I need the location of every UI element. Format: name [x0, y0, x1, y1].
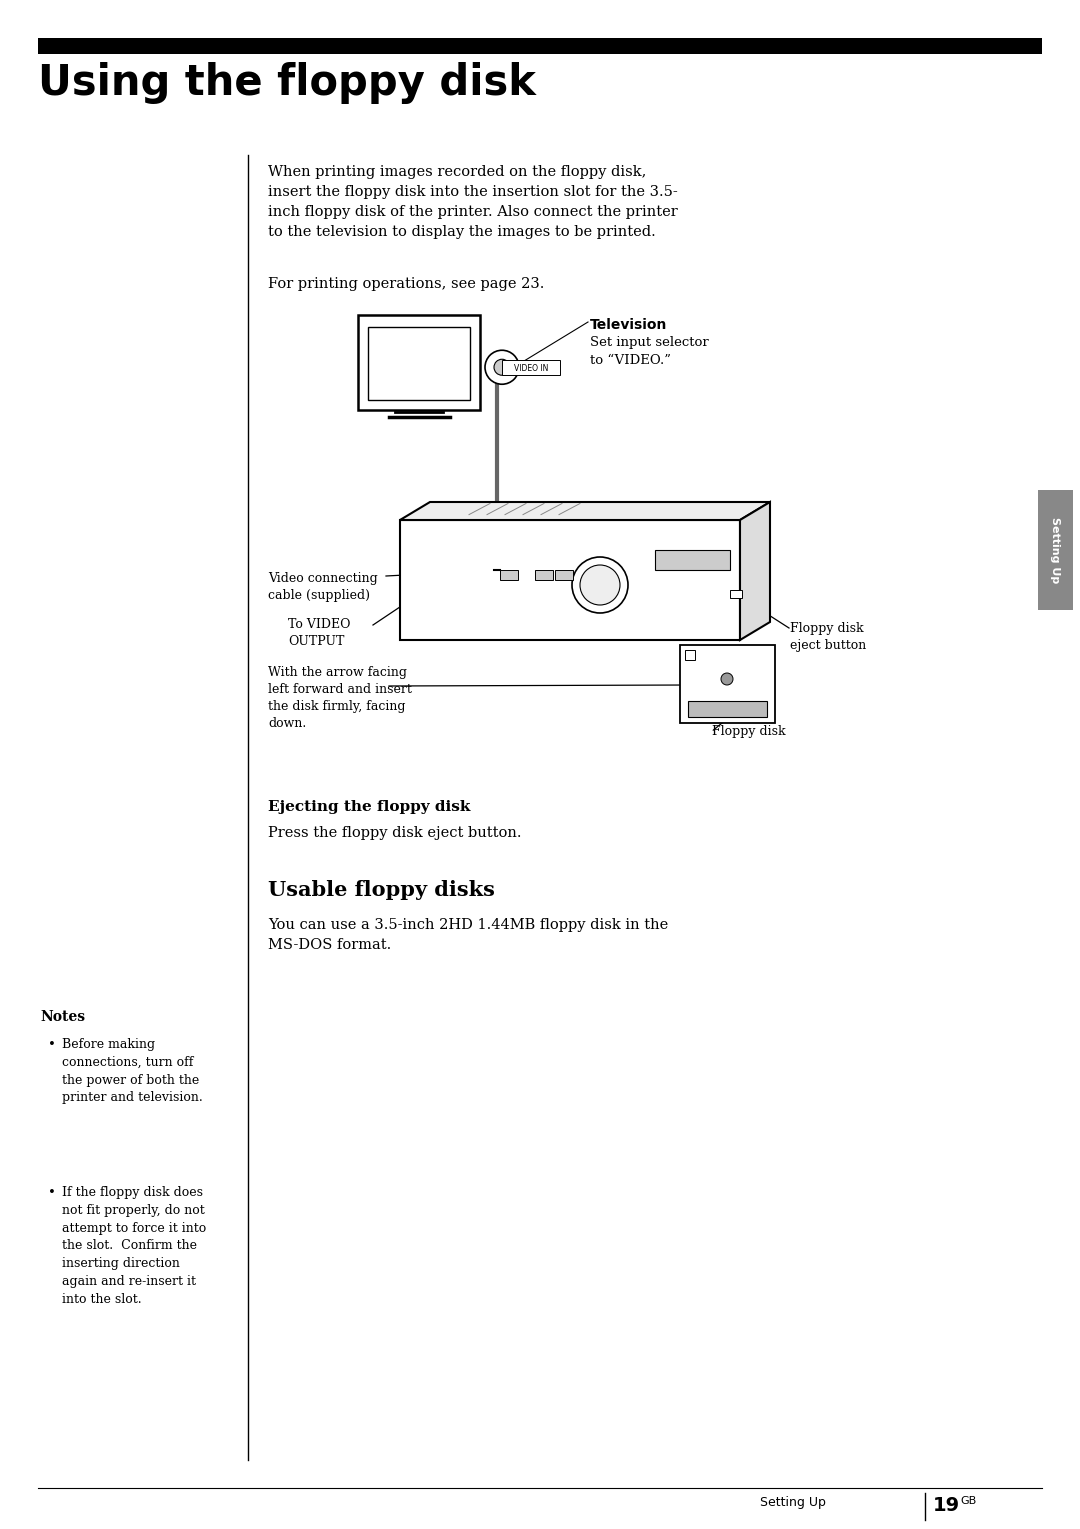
Bar: [357, 315, 480, 410]
Bar: [685, 650, 696, 661]
Text: Television: Television: [590, 318, 667, 332]
Text: Press the floppy disk eject button.: Press the floppy disk eject button.: [268, 826, 522, 839]
Text: Setting Up: Setting Up: [760, 1495, 826, 1509]
Text: Usable floppy disks: Usable floppy disks: [268, 881, 495, 901]
Text: •: •: [48, 1038, 56, 1050]
Text: VIDEO IN: VIDEO IN: [514, 364, 549, 373]
Circle shape: [721, 673, 733, 685]
Circle shape: [572, 557, 627, 613]
Text: Before making
connections, turn off
the power of both the
printer and television: Before making connections, turn off the …: [62, 1038, 203, 1104]
Text: If the floppy disk does
not fit properly, do not
attempt to force it into
the sl: If the floppy disk does not fit properly…: [62, 1187, 206, 1306]
Text: Setting Up: Setting Up: [1051, 517, 1061, 583]
Bar: [500, 570, 518, 579]
Bar: [688, 700, 767, 717]
Text: Video connecting
cable (supplied): Video connecting cable (supplied): [268, 572, 378, 602]
Text: For printing operations, see page 23.: For printing operations, see page 23.: [268, 277, 544, 291]
Text: 19: 19: [933, 1495, 960, 1515]
Bar: [368, 327, 470, 401]
Polygon shape: [400, 502, 770, 520]
Text: Ejecting the floppy disk: Ejecting the floppy disk: [268, 800, 471, 813]
Text: Using the floppy disk: Using the floppy disk: [38, 63, 536, 104]
Text: When printing images recorded on the floppy disk,
insert the floppy disk into th: When printing images recorded on the flo…: [268, 165, 678, 239]
Text: Floppy disk
eject button: Floppy disk eject button: [789, 622, 866, 651]
Text: GB: GB: [960, 1495, 976, 1506]
Text: You can use a 3.5-inch 2HD 1.44MB floppy disk in the
MS-DOS format.: You can use a 3.5-inch 2HD 1.44MB floppy…: [268, 917, 669, 953]
Bar: [502, 361, 561, 375]
Circle shape: [485, 350, 519, 384]
Bar: [555, 570, 573, 579]
Text: •: •: [48, 1187, 56, 1199]
Bar: [1038, 489, 1074, 610]
Polygon shape: [400, 520, 740, 641]
Text: With the arrow facing
left forward and insert
the disk firmly, facing
down.: With the arrow facing left forward and i…: [268, 667, 411, 729]
Bar: [654, 550, 730, 570]
Bar: [38, 38, 1042, 54]
Circle shape: [580, 566, 620, 605]
Bar: [730, 590, 742, 598]
Text: Notes: Notes: [40, 1011, 85, 1024]
Text: Floppy disk: Floppy disk: [712, 725, 785, 739]
Text: Set input selector
to “VIDEO.”: Set input selector to “VIDEO.”: [590, 336, 708, 367]
Text: To VIDEO
OUTPUT: To VIDEO OUTPUT: [288, 618, 351, 648]
Polygon shape: [740, 502, 770, 641]
Bar: [535, 570, 553, 579]
Circle shape: [494, 359, 510, 375]
Bar: [680, 645, 775, 723]
